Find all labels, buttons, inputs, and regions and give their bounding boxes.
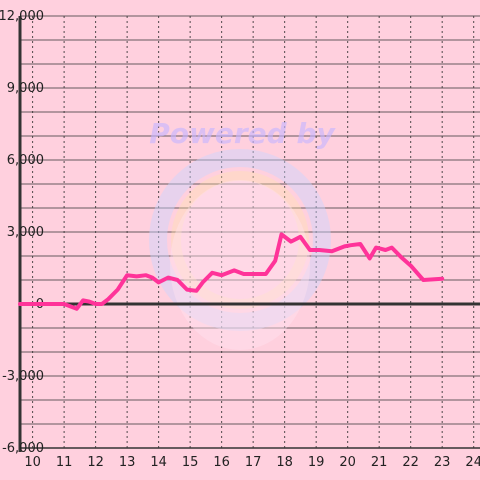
x-tick-label: 18 — [276, 455, 293, 470]
watermark-figure — [170, 180, 310, 350]
watermark: Powered by — [149, 117, 336, 350]
y-tick-label: 9,000 — [7, 81, 44, 96]
y-tick-label: 12,000 — [0, 9, 44, 24]
x-tick-label: 12 — [87, 455, 104, 470]
x-tick-label: 21 — [371, 455, 388, 470]
x-tick-label: 13 — [119, 455, 136, 470]
x-tick-label: 11 — [56, 455, 73, 470]
x-tick-label: 17 — [245, 455, 262, 470]
series-layer — [18, 232, 445, 311]
x-tick-label: 24 — [465, 455, 480, 470]
y-tick-label: 6,000 — [7, 153, 44, 168]
y-tick-label: -3,000 — [2, 369, 44, 384]
grid — [20, 15, 480, 449]
watermark-rainbow-ring — [149, 149, 331, 331]
watermark-text: Powered by — [149, 117, 336, 150]
x-tick-label: 15 — [182, 455, 199, 470]
y-tick-label: 3,000 — [7, 225, 44, 240]
y-tick-label: -6,000 — [2, 441, 44, 456]
x-tick-label: 23 — [434, 455, 451, 470]
x-tick-label: 10 — [24, 455, 41, 470]
x-tick-label: 19 — [308, 455, 325, 470]
x-tick-label: 22 — [402, 455, 419, 470]
x-tick-label: 16 — [213, 455, 230, 470]
x-tick-label: 14 — [150, 455, 167, 470]
x-tick-label: 20 — [339, 455, 356, 470]
